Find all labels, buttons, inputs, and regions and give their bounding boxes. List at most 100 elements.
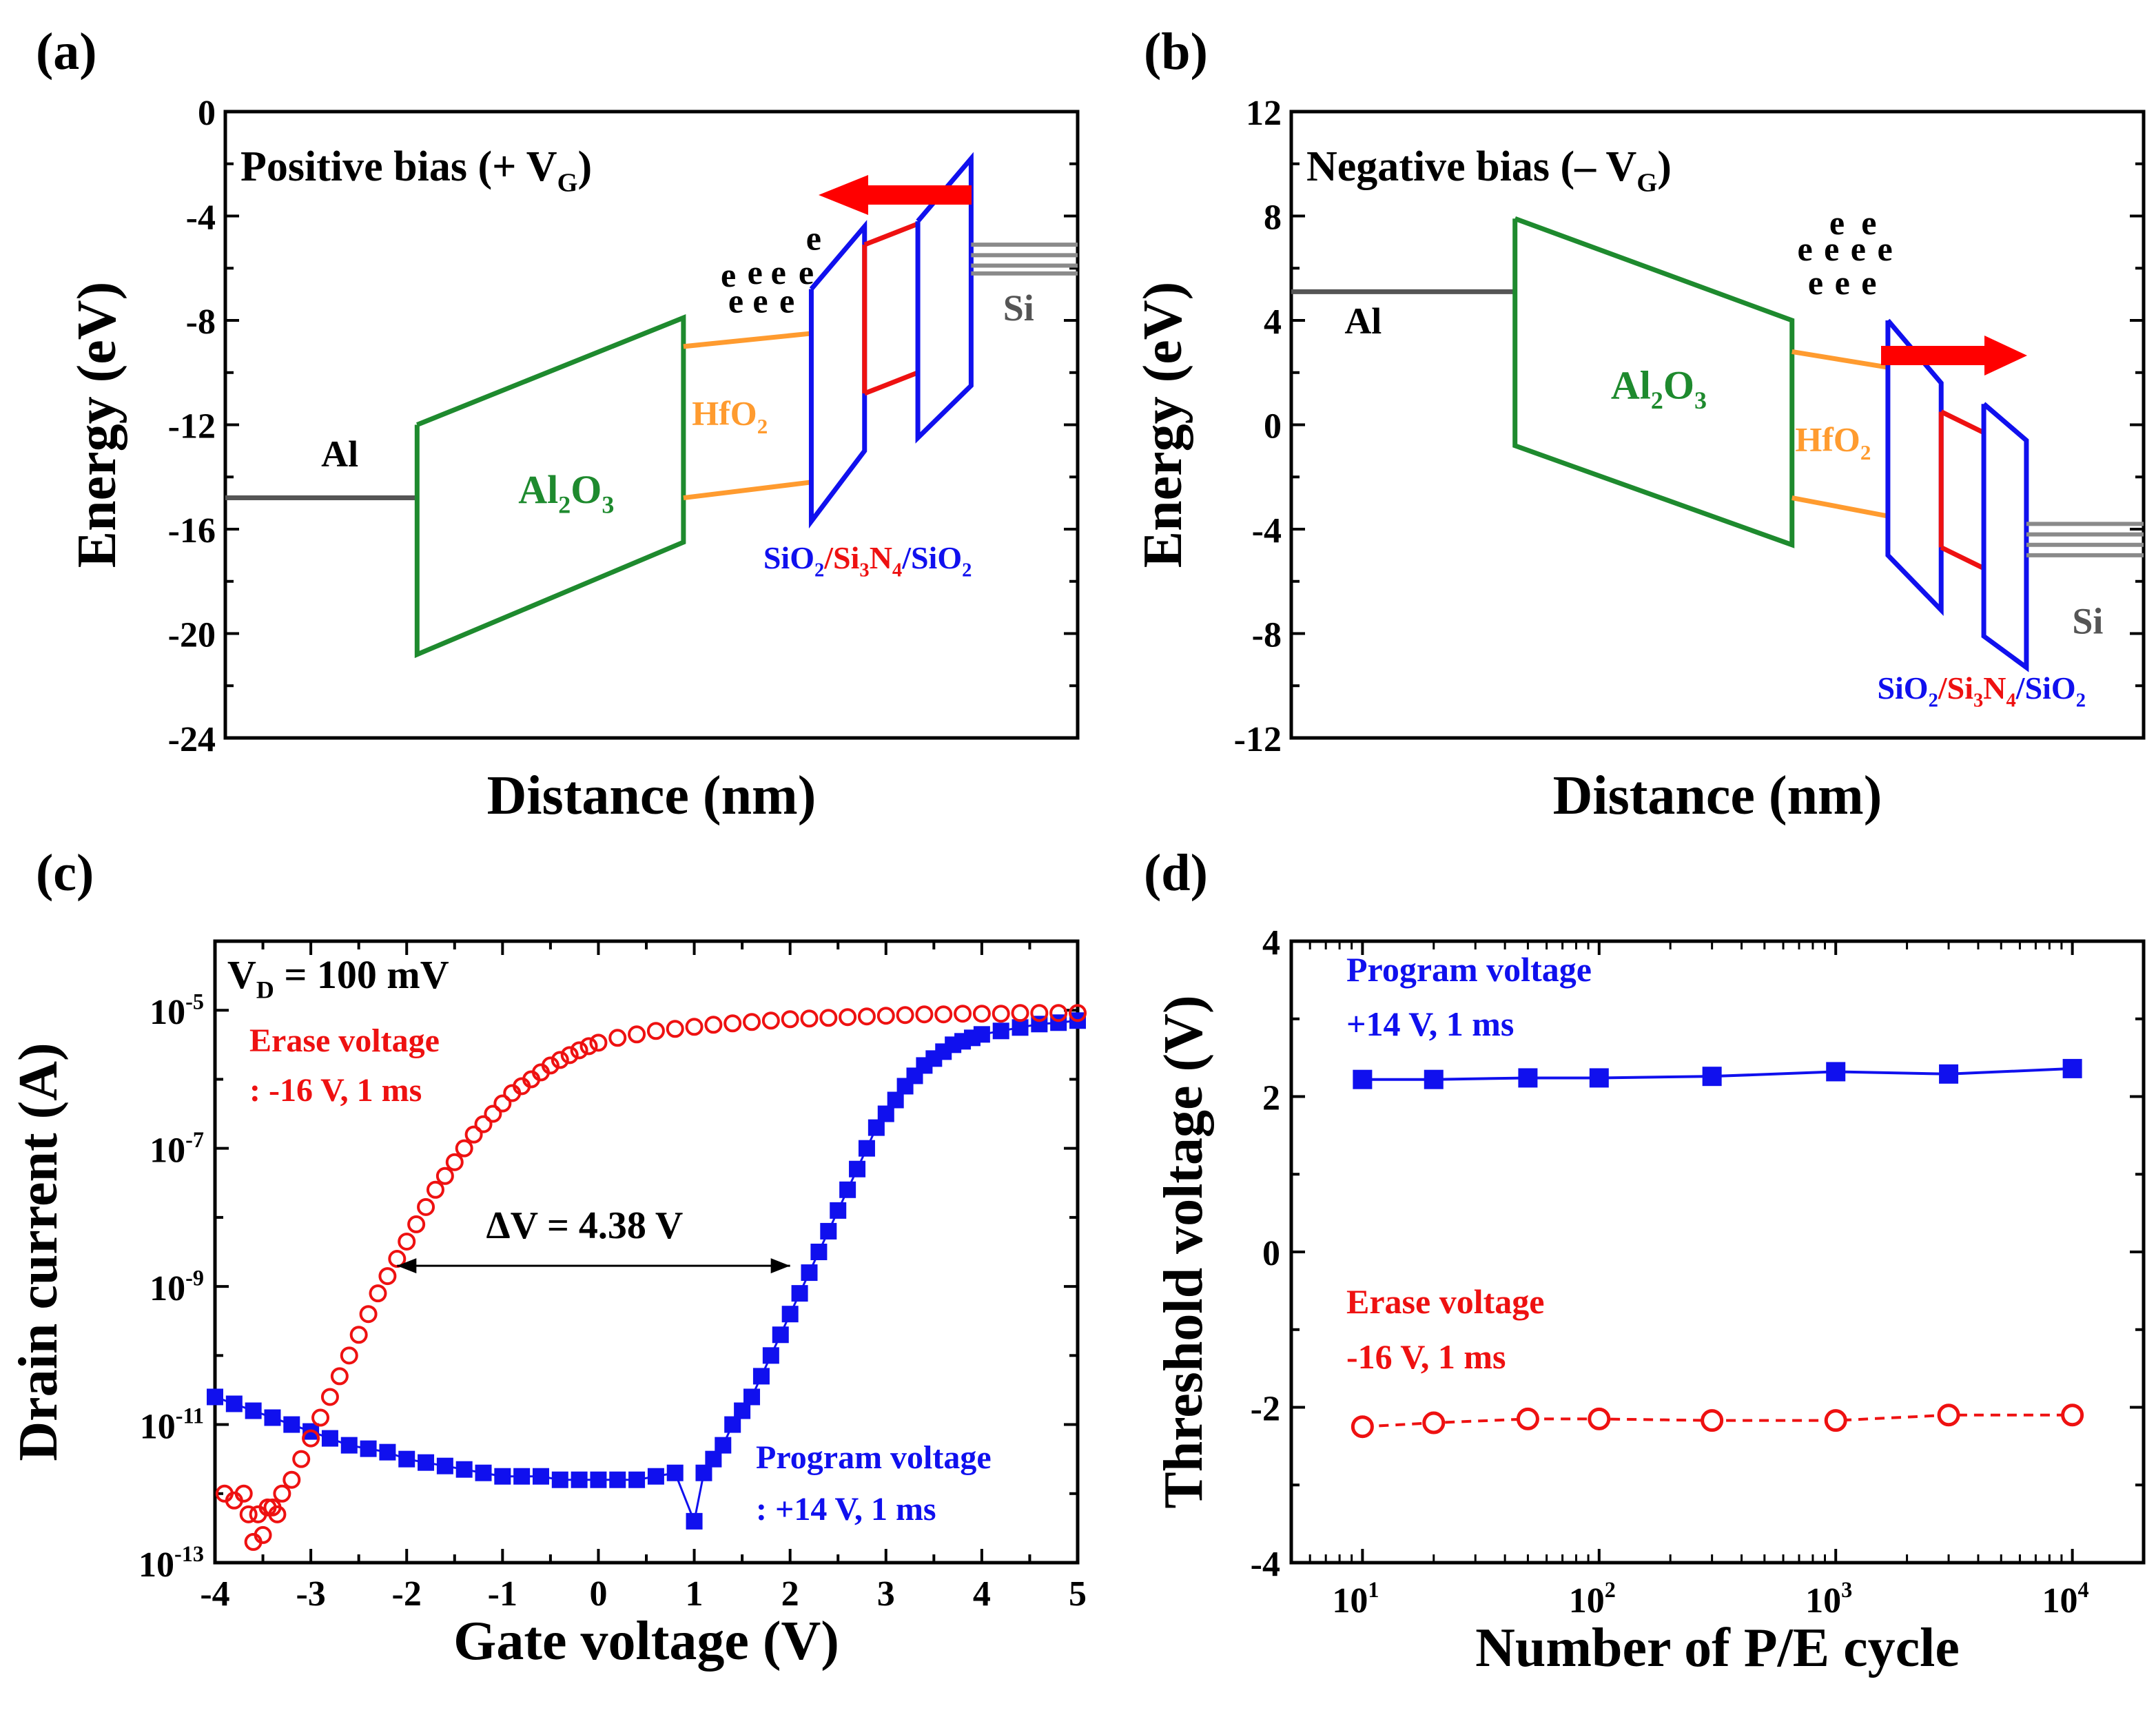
- panel-c-program-point-30: [734, 1402, 751, 1419]
- panel-a-xlabel: Distance (nm): [487, 765, 817, 826]
- panel-c-program-point-3: [264, 1409, 281, 1426]
- panel-c-erase-point-25: [417, 1197, 435, 1216]
- panel-a-ytick-label-5: -20: [168, 616, 216, 655]
- panel-c-erase-point-65: [1011, 1004, 1029, 1022]
- panel-d-erase-label-2: -16 V, 1 ms: [1346, 1337, 1506, 1376]
- panel-d-erase-point-5: [1824, 1409, 1847, 1432]
- panel-d-erase-point-6: [1937, 1404, 1960, 1427]
- panel-c-ytick-label-0: 10-5: [150, 989, 204, 1032]
- panel-c-erase-point-42: [579, 1037, 598, 1056]
- panel-c-delta-label: ΔV = 4.38 V: [486, 1204, 683, 1247]
- panel-d-ytick-label-3: -2: [1251, 1390, 1280, 1429]
- panel-d-xtick-label-3-part-1: 4: [2078, 1577, 2089, 1602]
- panel-b-al-label: Al: [1344, 300, 1382, 342]
- panel-a-ylabel: Energy (eV): [67, 282, 127, 568]
- panel-c-program-point-35: [781, 1306, 799, 1323]
- panel-b-electron-0: e: [1829, 203, 1845, 242]
- panel-d-program-point-7: [2062, 1058, 2082, 1078]
- panel-c-xtick-label-0: -4: [200, 1574, 229, 1614]
- panel-c-ytick-label-2-part-0: 10: [150, 1269, 185, 1308]
- panel-c-program-point-20: [590, 1471, 607, 1488]
- panel-a-si3n4-bottom: [863, 370, 919, 396]
- panel-a-stack-label-part-4: 3: [859, 559, 869, 581]
- panel-b-hfo2-bottom: [1791, 495, 1889, 519]
- panel-c-ytick-label-1-part-0: 10: [150, 1131, 185, 1171]
- panel-b-electron-8: e: [1861, 263, 1876, 302]
- panel-b-hfo2-label: HfO2: [1795, 420, 1871, 464]
- panel-a-title-part-2: ): [577, 143, 592, 190]
- panel-c-erase-point-62: [954, 1005, 972, 1023]
- panel-c-ytick-label-0-part-1: -5: [185, 989, 204, 1014]
- panel-b-stack-label-part-3: Si: [1947, 670, 1974, 706]
- panel-c-erase-point-55: [819, 1009, 838, 1027]
- panel-a-stack-label-part-0: SiO: [763, 540, 814, 575]
- panel-d-ytick-label-0: 4: [1262, 923, 1280, 963]
- panel-b-si3n4-top: [1940, 409, 1985, 435]
- panel-a-hfo2-label-part-1: 2: [757, 414, 768, 438]
- panel-c-xtick-label-4: 0: [589, 1574, 607, 1614]
- panel-c-erase-point-60: [915, 1005, 934, 1024]
- panel-c-ytick-label-1: 10-7: [150, 1127, 204, 1171]
- panel-b-sio2-block-band: [1981, 402, 2029, 672]
- panel-b-electron-6: e: [1808, 263, 1823, 302]
- panel-d-xtick-label-0: 101: [1332, 1577, 1379, 1621]
- panel-a-ytick-label-6: -24: [168, 720, 216, 759]
- panel-d-program-point-4: [1702, 1067, 1722, 1087]
- panel-b-stack-label-part-2: /: [1938, 670, 1948, 706]
- panel-c-erase-point-21: [378, 1267, 397, 1286]
- panel-c-program-point-45: [877, 1105, 894, 1122]
- panel-c-erase-point-19: [359, 1305, 378, 1324]
- panel-a-stack-label-part-8: SiO: [911, 540, 962, 575]
- panel-c-erase-point-67: [1049, 1004, 1068, 1022]
- panel-d-erase-label-1: Erase voltage: [1346, 1282, 1544, 1321]
- panel-b-stack-label-part-1: 2: [1929, 690, 1938, 712]
- panel-c-program-point-10: [398, 1450, 415, 1468]
- panel-d-program-point-1: [1424, 1069, 1444, 1089]
- panel-c-erase-point-3: [239, 1505, 258, 1523]
- panel-b-stack-label-part-4: 3: [1973, 690, 1983, 712]
- panel-d-program-line: [1362, 1067, 2073, 1081]
- panel-c-erase-point-10: [273, 1484, 291, 1503]
- panel-c-erase-point-47: [666, 1020, 684, 1038]
- panel-a-sio2-tunnel-band: [808, 220, 867, 529]
- panel-c-program-point-9: [379, 1443, 396, 1461]
- panel-c-program-point-4: [283, 1416, 300, 1433]
- panel-c-program-point-33: [762, 1347, 779, 1364]
- panel-a-al2o3-label-part-1: 2: [558, 491, 571, 519]
- panel-c-xtick-label-9: 5: [1069, 1574, 1087, 1614]
- panel-c-erase-label-2: : -16 V, 1 ms: [249, 1072, 422, 1109]
- panel-c-erase-point-64: [992, 1005, 1010, 1023]
- panel-d-erase-point-1: [1422, 1411, 1446, 1435]
- panel-c-program-point-39: [820, 1222, 837, 1240]
- panel-b-si3n4-bottom: [1940, 545, 1985, 570]
- panel-b-ytick-label-0: 12: [1246, 94, 1282, 133]
- panel-b-ytick-label-2: 4: [1264, 302, 1282, 342]
- panel-d-xtick-label-1: 102: [1569, 1577, 1616, 1621]
- panel-c-program-point-0: [207, 1388, 223, 1406]
- panel-a-electron-3: e: [771, 253, 786, 291]
- panel-c-program-point-27: [705, 1450, 722, 1468]
- panel-c-program-point-11: [418, 1454, 435, 1471]
- panel-c-xtick-label-5: 1: [686, 1574, 704, 1614]
- panel-a-stack-label-part-3: Si: [833, 540, 860, 575]
- panel-b-ylabel: Energy (eV): [1133, 282, 1193, 568]
- panel-c-erase-point-20: [369, 1284, 387, 1303]
- panel-a-electron-4: e: [799, 253, 814, 291]
- panel-d-program-point-2: [1518, 1068, 1538, 1088]
- panel-c-erase-point-11: [283, 1470, 301, 1489]
- panel-b-electron-1: e: [1861, 203, 1876, 242]
- panel-d-xtick-label-0-part-1: 1: [1368, 1577, 1379, 1602]
- panel-a-al2o3-label-part-0: Al: [518, 467, 558, 512]
- panel-c-program-point-6: [321, 1430, 338, 1447]
- panel-c-ytick-label-0-part-0: 10: [150, 993, 185, 1032]
- panel-c-erase-point-53: [781, 1010, 799, 1029]
- panel-c-program-point-22: [628, 1471, 646, 1488]
- panel-d-program-point-6: [1939, 1064, 1959, 1084]
- panel-c-erase-point-28: [445, 1153, 464, 1171]
- panel-b-ytick-label-3: 0: [1264, 407, 1282, 446]
- panel-a-hfo2-label: HfO2: [692, 394, 768, 439]
- panel-b-electron-3: e: [1824, 229, 1839, 268]
- panel-b-al2o3-label-part-1: 2: [1651, 387, 1663, 414]
- panel-c-erase-point-16: [330, 1367, 349, 1386]
- panel-c-program-point-24: [666, 1464, 684, 1481]
